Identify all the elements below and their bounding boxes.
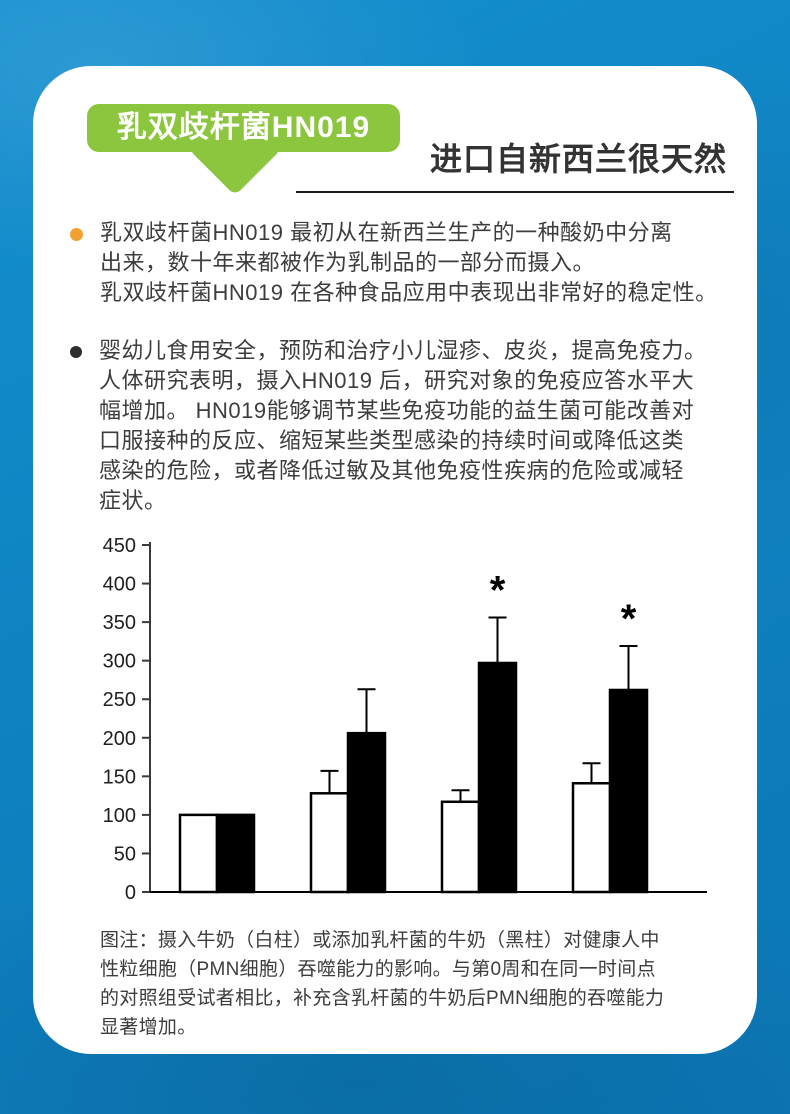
significance-asterisk: *	[621, 597, 637, 641]
bar-black-3	[477, 661, 518, 894]
bullet-text-safety: 婴幼儿食用安全，预防和治疗小儿湿疹、皮炎，提高免疫力。 人体研究表明，摄入HN0…	[99, 338, 707, 513]
y-tick-label: 0	[125, 882, 136, 904]
y-tick-label: 300	[103, 651, 136, 673]
bar-white-3	[440, 800, 481, 894]
y-tick-label: 150	[103, 766, 136, 788]
y-tick-label: 200	[103, 728, 136, 750]
bar-white-2	[309, 792, 350, 894]
bar-white-1	[178, 813, 219, 894]
bar-white-4	[571, 782, 612, 894]
content-card: 乳双歧杆菌HN019 进口自新西兰很天然 乳双歧杆菌HN019 最初从在新西兰生…	[33, 66, 757, 1054]
significance-asterisk: *	[490, 568, 506, 612]
product-badge: 乳双歧杆菌HN019	[87, 102, 400, 196]
bullet-item-safety: 婴幼儿食用安全，预防和治疗小儿湿疹、皮炎，提高免疫力。 人体研究表明，摄入HN0…	[70, 336, 749, 516]
bullet-dot-black	[70, 346, 82, 358]
bullet-item-origin: 乳双歧杆菌HN019 最初从在新西兰生产的一种酸奶中分离 出来，数十年来都被作为…	[70, 218, 750, 308]
bar-black-4	[608, 688, 649, 894]
bar-black-2	[346, 731, 387, 894]
y-tick-label: 100	[103, 805, 136, 827]
y-tick-label: 400	[103, 574, 136, 596]
badge-label: 乳双歧杆菌HN019	[116, 111, 371, 144]
bar-chart-svg: 0 50 100 150 200 250 300 350 400 450 * *	[103, 535, 707, 904]
bullet-dot-orange	[70, 228, 83, 241]
title-underline	[296, 191, 734, 193]
page-title: 进口自新西兰很天然	[429, 141, 727, 177]
bullet-text-origin: 乳双歧杆菌HN019 最初从在新西兰生产的一种酸奶中分离 出来，数十年来都被作为…	[100, 220, 718, 305]
y-tick-label: 250	[103, 689, 136, 711]
y-tick-label: 450	[103, 535, 136, 557]
figure-caption: 图注：摄入牛奶（白柱）或添加乳杆菌的牛奶（黑柱）对健康人中 性粒细胞（PMN细胞…	[100, 930, 665, 1038]
y-tick-label: 350	[103, 612, 136, 634]
bar-black-1	[215, 813, 256, 894]
y-tick-label: 50	[114, 843, 136, 865]
pmn-phagocytosis-chart: 0 50 100 150 200 250 300 350 400 450 * *	[95, 532, 715, 910]
